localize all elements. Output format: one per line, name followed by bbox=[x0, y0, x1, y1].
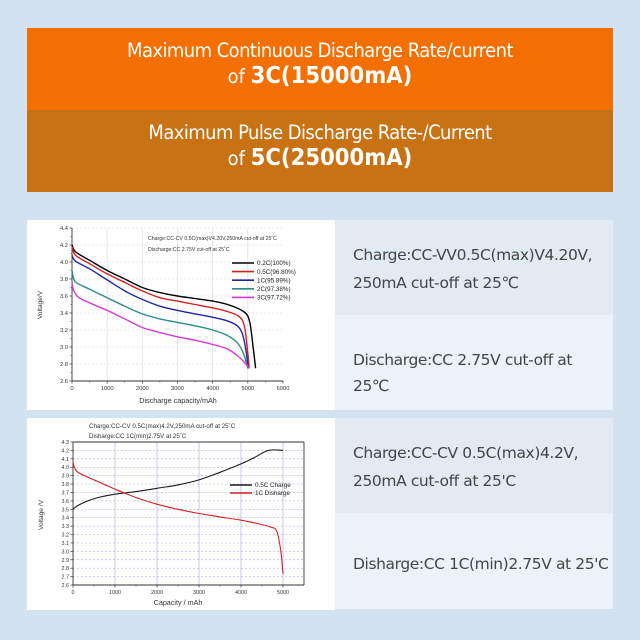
y-axis-label: Voltage /V bbox=[38, 499, 45, 530]
y-tick-label: 3.4 bbox=[60, 311, 69, 317]
x-tick-label: 0 bbox=[70, 386, 73, 392]
y-axis-label: Voltage/V bbox=[37, 290, 44, 319]
chart-1: 2.6 2.8 3.0 3.2 3.4 3.6 3.8 4.0 4.2 4.4 0 1000 2000 3… bbox=[37, 226, 296, 405]
y-tick-label: 3.8 bbox=[60, 277, 68, 283]
y-tick-label: 2.8 bbox=[60, 362, 68, 368]
series-line-3c-97-72- bbox=[71, 282, 251, 369]
series-line-1c-disharge bbox=[72, 462, 284, 575]
y-tick-label: 4.0 bbox=[60, 260, 68, 266]
chart-annotation: Charge:CC-CV 0.5C(max)4.2V,250mA cut-off… bbox=[89, 423, 236, 430]
y-tick-label: 3.3 bbox=[62, 524, 70, 530]
chart2-charge-description: Charge:CC-CV 0.5C(max)4.2V, 250mA cut-of… bbox=[335, 418, 613, 513]
y-tick-label: 3.2 bbox=[60, 328, 68, 334]
series-line-0-5c-96-80- bbox=[71, 246, 250, 369]
y-tick-label: 2.6 bbox=[62, 583, 70, 589]
y-tick-label: 4.2 bbox=[60, 243, 68, 249]
description-line: Charge:CC-VV0.5C(max)V4.20V, bbox=[353, 246, 593, 264]
y-tick-label: 4.3 bbox=[62, 440, 70, 446]
series-line-2c-97-38- bbox=[71, 270, 249, 369]
legend-label: 3C(97.72%) bbox=[257, 295, 291, 302]
x-tick-label: 6000 bbox=[277, 386, 290, 392]
y-tick-label: 4.2 bbox=[62, 448, 70, 454]
legend-label: 0.5C Charge bbox=[255, 482, 291, 489]
x-tick-label: 0 bbox=[72, 590, 75, 596]
series-line-1c-95-89- bbox=[71, 254, 249, 369]
banner-value-line: of 5C(25000mA) bbox=[50, 145, 589, 172]
series-line-0-5c-charge bbox=[72, 449, 284, 510]
y-tick-label: 4.4 bbox=[60, 226, 69, 232]
legend-label: 1C Disharge bbox=[255, 490, 290, 497]
y-tick-label: 2.8 bbox=[62, 566, 70, 572]
y-tick-label: 3.7 bbox=[62, 490, 70, 496]
chart1-charge-description: Charge:CC-VV0.5C(max)V4.20V, 250mA cut-o… bbox=[335, 220, 613, 315]
y-tick-label: 3.6 bbox=[60, 294, 68, 300]
chart-annotation: Charge:CC-CV 0.5C(max)V4.20V,250mA cut-o… bbox=[148, 235, 277, 242]
x-tick-label: 5000 bbox=[277, 590, 289, 596]
chart-2: 2.6 2.7 2.8 2.9 3.0 3.1 3.2 3.3 3.4 3.5 3.6 3.7 3.8 3… bbox=[38, 423, 305, 607]
x-tick-label: 2000 bbox=[151, 590, 163, 596]
chart2-discharge-description: Disharge:CC 1C(min)2.75V at 25'C bbox=[335, 513, 613, 609]
chart-annotation: Discharge:CC 2.75V cut-off at 25˚C bbox=[148, 246, 230, 253]
x-tick-label: 3000 bbox=[193, 590, 205, 596]
x-axis-label: Discharge capacity/mAh bbox=[139, 396, 217, 405]
y-tick-label: 3.9 bbox=[62, 474, 70, 480]
x-tick-label: 2000 bbox=[136, 386, 149, 392]
y-tick-label: 3.2 bbox=[62, 533, 70, 539]
description-line: 250mA cut-off at 25℃ bbox=[353, 274, 519, 292]
y-tick-label: 4.0 bbox=[62, 465, 70, 471]
y-tick-label: 2.7 bbox=[62, 575, 70, 581]
x-tick-label: 4000 bbox=[235, 590, 247, 596]
description-line: Discharge:CC 2.75V cut-off at 25℃ bbox=[353, 351, 573, 395]
x-tick-label: 4000 bbox=[206, 386, 219, 392]
legend-label: 0.5C(96.80%) bbox=[257, 269, 296, 276]
y-tick-label: 3.8 bbox=[62, 482, 70, 488]
banner-value: 3C(15000mA) bbox=[250, 63, 413, 89]
y-tick-label: 3.6 bbox=[62, 499, 70, 505]
series-line-0-2c-100- bbox=[71, 244, 257, 369]
pulse-discharge-banner: Maximum Pulse Discharge Rate-/Current of… bbox=[27, 110, 613, 192]
banner-prefix: of bbox=[227, 65, 251, 88]
description-line: Charge:CC-CV 0.5C(max)4.2V, bbox=[353, 444, 579, 462]
x-axis-label: Capacity / mAh bbox=[154, 598, 203, 607]
y-tick-label: 3.4 bbox=[62, 516, 70, 522]
y-tick-label: 3.0 bbox=[62, 549, 70, 555]
chart1-discharge-description: Discharge:CC 2.75V cut-off at 25℃ bbox=[335, 315, 613, 410]
chart-annotation: Disharge:CC 1C(min)2.75V at 25˚C bbox=[89, 433, 187, 440]
description-line: 250mA cut-off at 25'C bbox=[353, 472, 516, 490]
x-tick-label: 5000 bbox=[241, 386, 254, 392]
y-tick-label: 2.9 bbox=[62, 558, 70, 564]
banner-value: 5C(25000mA) bbox=[250, 145, 413, 171]
banner-title: Maximum Continuous Discharge Rate/curren… bbox=[127, 39, 514, 62]
continuous-discharge-banner: Maximum Continuous Discharge Rate/curren… bbox=[27, 28, 613, 110]
x-tick-label: 1000 bbox=[101, 386, 114, 392]
banner-title: Maximum Pulse Discharge Rate-/Current bbox=[148, 121, 492, 144]
discharge-rate-chart-panel bbox=[27, 220, 335, 410]
legend-label: 2C(97.38%) bbox=[257, 286, 291, 293]
y-tick-label: 3.1 bbox=[62, 541, 70, 547]
y-tick-label: 2.6 bbox=[60, 379, 68, 385]
y-tick-label: 3.5 bbox=[62, 507, 70, 513]
banner-value-line: of 3C(15000mA) bbox=[50, 63, 589, 90]
description-line: Disharge:CC 1C(min)2.75V at 25'C bbox=[353, 555, 609, 573]
banner-prefix: of bbox=[227, 147, 251, 170]
x-tick-label: 3000 bbox=[171, 386, 184, 392]
x-tick-label: 1000 bbox=[109, 590, 121, 596]
charge-discharge-chart-panel bbox=[27, 418, 335, 610]
legend-label: 0.2C(100%) bbox=[257, 260, 291, 267]
legend-label: 1C(95.89%) bbox=[257, 277, 291, 284]
y-tick-label: 4.1 bbox=[62, 457, 70, 463]
y-tick-label: 3.0 bbox=[60, 345, 68, 351]
